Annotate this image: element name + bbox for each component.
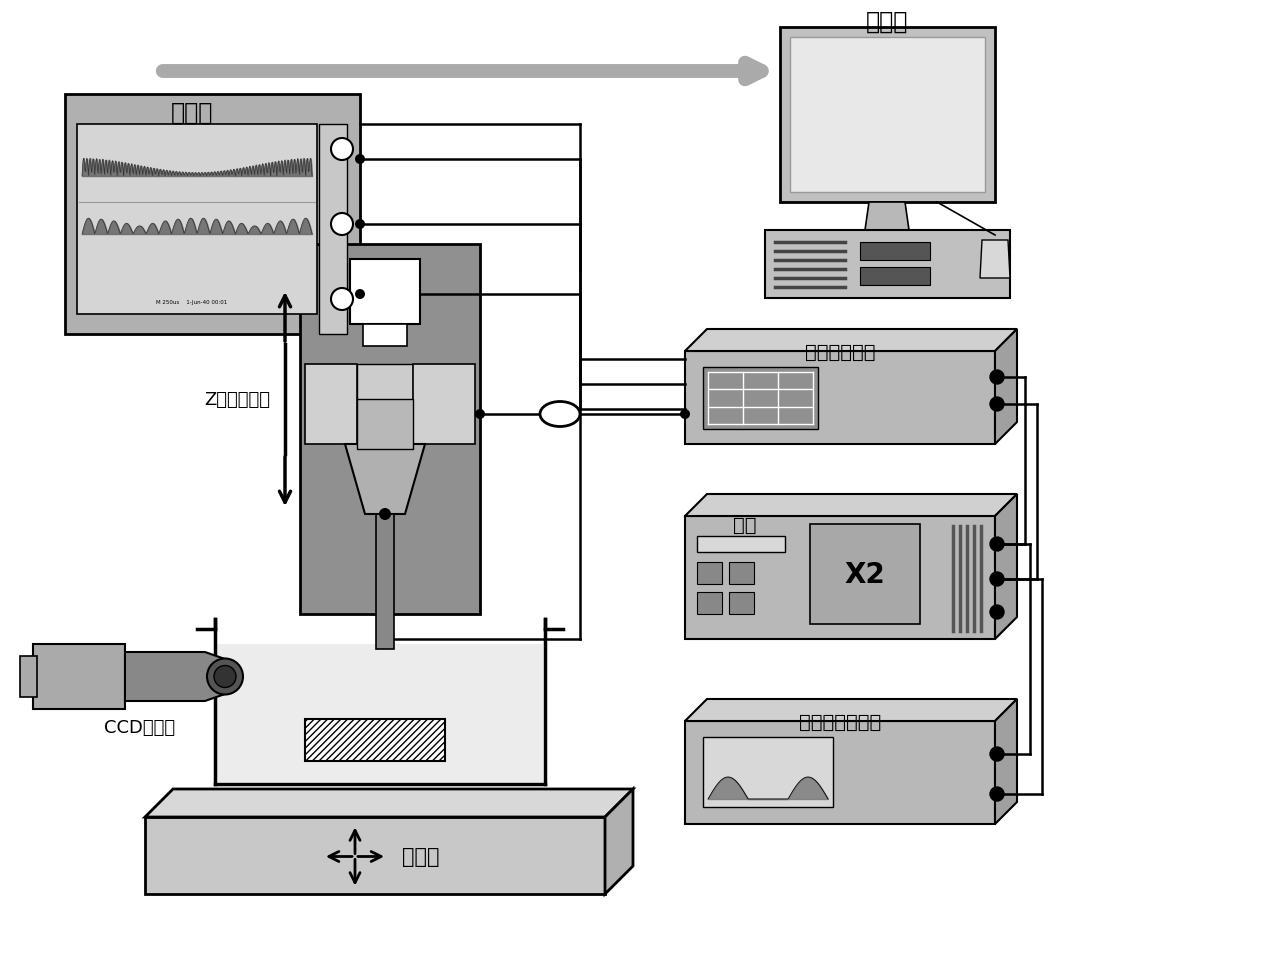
Polygon shape xyxy=(780,28,995,203)
Polygon shape xyxy=(810,525,920,624)
Circle shape xyxy=(990,606,1004,619)
Ellipse shape xyxy=(540,403,580,427)
Polygon shape xyxy=(685,700,1018,721)
Polygon shape xyxy=(729,592,755,615)
Circle shape xyxy=(990,537,1004,551)
Text: 斩波电源模块: 斩波电源模块 xyxy=(805,342,875,361)
Polygon shape xyxy=(20,657,37,698)
Polygon shape xyxy=(145,789,633,817)
Polygon shape xyxy=(64,95,360,335)
Text: 示波器: 示波器 xyxy=(172,101,214,125)
Polygon shape xyxy=(696,536,785,552)
Text: M 250us    1-Jun-40 00:01: M 250us 1-Jun-40 00:01 xyxy=(157,300,228,305)
Polygon shape xyxy=(729,563,755,584)
Text: 功放: 功放 xyxy=(733,515,757,534)
Polygon shape xyxy=(77,125,317,315)
Polygon shape xyxy=(995,494,1018,639)
Polygon shape xyxy=(696,563,722,584)
Polygon shape xyxy=(33,645,125,709)
Polygon shape xyxy=(356,400,413,449)
Polygon shape xyxy=(696,592,722,615)
Circle shape xyxy=(379,508,391,521)
Polygon shape xyxy=(685,517,995,639)
Circle shape xyxy=(331,289,353,311)
Circle shape xyxy=(355,154,365,165)
Circle shape xyxy=(475,409,485,419)
Polygon shape xyxy=(363,324,407,347)
Polygon shape xyxy=(375,515,394,650)
Polygon shape xyxy=(305,719,445,761)
Circle shape xyxy=(355,290,365,300)
Polygon shape xyxy=(865,203,909,231)
Circle shape xyxy=(990,370,1004,385)
Circle shape xyxy=(355,220,365,230)
Text: 函数波形发生器: 函数波形发生器 xyxy=(799,712,881,731)
Text: CCD显微镜: CCD显微镜 xyxy=(105,718,176,737)
Polygon shape xyxy=(703,367,818,430)
Polygon shape xyxy=(685,352,995,445)
Polygon shape xyxy=(350,260,420,324)
Text: 显示器: 显示器 xyxy=(866,10,909,34)
Circle shape xyxy=(990,398,1004,411)
Polygon shape xyxy=(217,645,544,783)
Polygon shape xyxy=(305,364,356,445)
Polygon shape xyxy=(685,494,1018,517)
Circle shape xyxy=(990,573,1004,586)
Polygon shape xyxy=(685,721,995,825)
Polygon shape xyxy=(145,817,605,894)
Polygon shape xyxy=(790,38,985,192)
Circle shape xyxy=(214,665,236,688)
Circle shape xyxy=(331,139,353,161)
Circle shape xyxy=(680,409,690,419)
Polygon shape xyxy=(605,789,633,894)
Circle shape xyxy=(990,747,1004,761)
Circle shape xyxy=(207,658,243,695)
Polygon shape xyxy=(413,364,475,445)
Polygon shape xyxy=(995,329,1018,445)
Text: Z轴伺服控制: Z轴伺服控制 xyxy=(204,391,270,408)
Polygon shape xyxy=(300,245,480,615)
Polygon shape xyxy=(860,268,930,285)
Circle shape xyxy=(331,214,353,235)
Text: 工作台: 工作台 xyxy=(402,847,440,867)
Polygon shape xyxy=(345,445,425,515)
Polygon shape xyxy=(860,242,930,261)
Polygon shape xyxy=(356,364,413,445)
Text: X2: X2 xyxy=(844,561,885,588)
Circle shape xyxy=(990,787,1004,801)
Polygon shape xyxy=(765,231,1010,299)
Polygon shape xyxy=(125,653,225,701)
Polygon shape xyxy=(685,329,1018,352)
Polygon shape xyxy=(703,738,833,807)
Polygon shape xyxy=(980,240,1010,278)
Polygon shape xyxy=(995,700,1018,825)
Polygon shape xyxy=(319,125,348,335)
